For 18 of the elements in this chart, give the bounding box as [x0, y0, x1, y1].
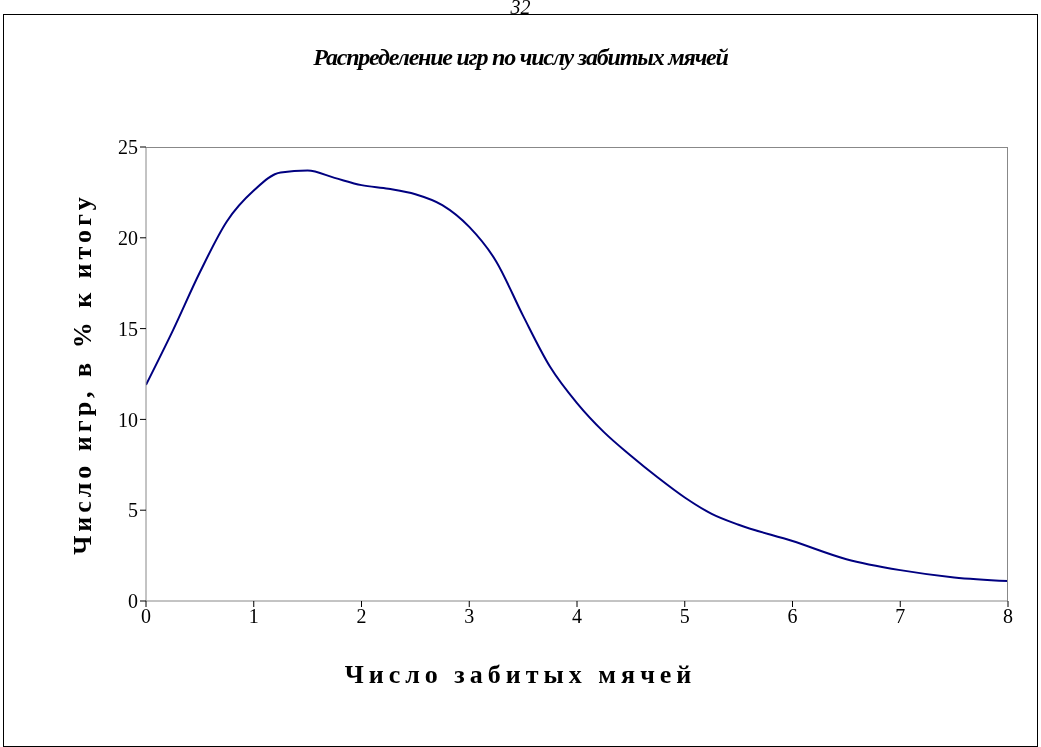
- y-tick-label: 25: [118, 136, 138, 159]
- x-tick-label: 6: [787, 605, 798, 628]
- chart-title: Распределение игр по числу забитых мячей: [312, 44, 729, 71]
- y-tick-label: 0: [128, 590, 138, 613]
- y-tick-label: 5: [128, 499, 138, 522]
- x-tick-label: 5: [679, 605, 690, 628]
- x-tick-label: 7: [895, 605, 906, 628]
- x-tick-label: 4: [572, 605, 582, 628]
- x-tick-label: 1: [248, 605, 259, 628]
- x-tick-label: 3: [464, 605, 475, 628]
- x-tick-label: 8: [1003, 605, 1013, 628]
- y-tick-label: 20: [118, 226, 138, 249]
- text: 32: [509, 0, 532, 19]
- y-axis-title: Число игр, в % к итогу: [68, 193, 98, 555]
- x-axis-title: Число забитых мячей: [343, 660, 698, 690]
- y-tick-label: 15: [118, 317, 138, 340]
- y-tick-label: 10: [118, 408, 138, 431]
- x-tick-label: 2: [356, 605, 367, 628]
